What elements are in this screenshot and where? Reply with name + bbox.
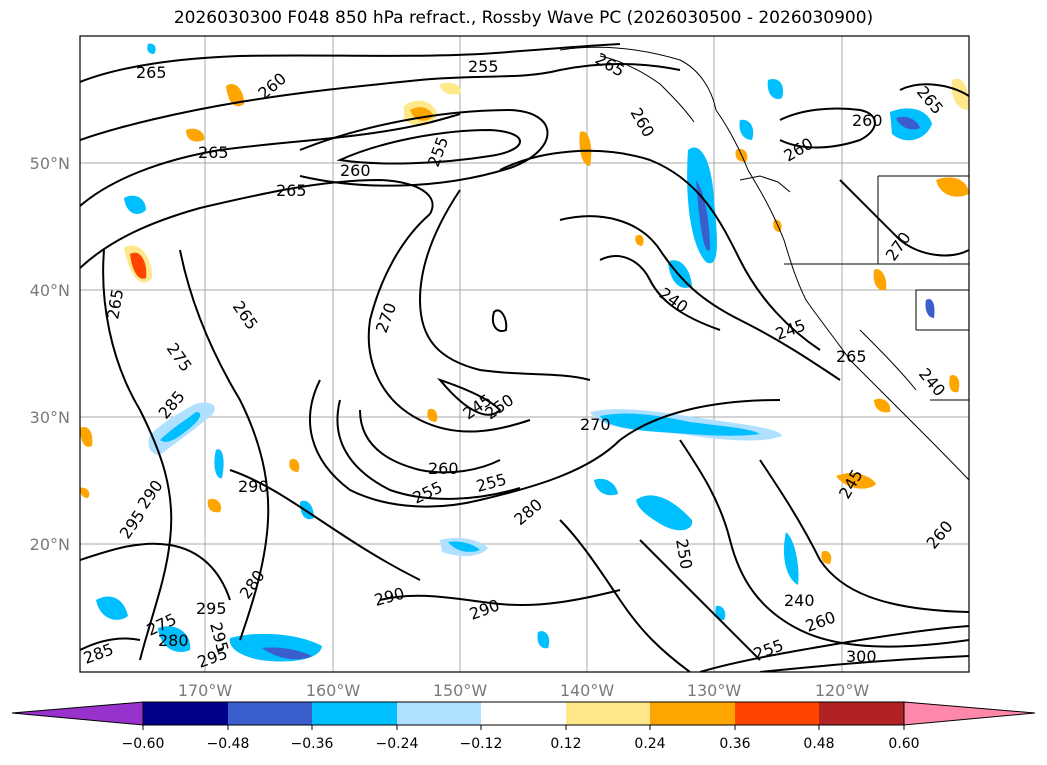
colorbar-bin — [566, 702, 650, 725]
colorbar-bin — [228, 702, 312, 725]
lon-label: 140°W — [560, 681, 615, 700]
coastlines — [559, 46, 969, 481]
lat-label: 30°N — [30, 408, 70, 427]
contour-label: 260 — [428, 459, 459, 478]
contour-label: 270 — [580, 415, 611, 434]
lat-label: 50°N — [30, 154, 70, 173]
colorbar-ticks — [142, 725, 905, 730]
lon-label: 130°W — [687, 681, 742, 700]
colorbar-tick-label: 0.36 — [719, 736, 750, 752]
lon-label: 170°W — [178, 681, 233, 700]
contour-label: 300 — [846, 647, 877, 666]
map-plot-area: 265 260 255 265 260 255 265 260 265 260 … — [79, 35, 970, 673]
colorbar-tick-label: −0.12 — [460, 736, 503, 752]
filled-contours — [80, 43, 969, 662]
contour-label: 265 — [198, 143, 229, 162]
longitude-labels: 170°W 160°W 150°W 140°W 130°W 120°W — [178, 681, 870, 700]
colorbar-bin — [650, 702, 735, 725]
contour-lines — [80, 43, 969, 672]
colorbar-bin — [312, 702, 397, 725]
colorbar-bin — [481, 702, 566, 725]
contour-label: 295 — [196, 599, 227, 618]
contour-label: 260 — [852, 111, 883, 130]
colorbar-tick-label: 0.48 — [803, 736, 834, 752]
contour-label: 255 — [468, 57, 499, 76]
colorbar-extend-max — [903, 701, 1036, 726]
colorbar-frame — [142, 701, 905, 726]
lon-label: 150°W — [433, 681, 488, 700]
colorbar-tick-label: −0.48 — [207, 736, 250, 752]
lon-label: 120°W — [815, 681, 870, 700]
colorbar: −0.60 −0.48 −0.36 −0.24 −0.12 0.12 0.24 … — [11, 701, 1036, 752]
map-title: 2026030300 F048 850 hPa refract., Rossby… — [173, 8, 874, 28]
colorbar-bin — [819, 702, 904, 725]
colorbar-tick-label: −0.24 — [376, 736, 419, 752]
colorbar-tick-label: 0.60 — [888, 736, 919, 752]
colorbar-tick-label: −0.60 — [122, 736, 165, 752]
colorbar-bin — [397, 702, 481, 725]
contour-label: 290 — [238, 477, 269, 496]
colorbar-tick-label: 0.12 — [550, 736, 581, 752]
contour-label: 260 — [340, 161, 371, 180]
colorbar-extend-min — [11, 701, 144, 726]
lat-label: 20°N — [30, 535, 70, 554]
contour-label: 265 — [836, 347, 867, 366]
contour-label: 265 — [276, 181, 307, 200]
lon-label: 160°W — [306, 681, 361, 700]
contour-label: 265 — [136, 63, 167, 82]
colorbar-tick-label: −0.36 — [291, 736, 334, 752]
plot-frame — [79, 35, 970, 673]
colorbar-tick-label: 0.24 — [634, 736, 665, 752]
latitude-labels: 50°N 40°N 30°N 20°N — [30, 154, 70, 554]
colorbar-bin — [143, 702, 228, 725]
contour-label: 280 — [158, 631, 189, 650]
contour-label: 240 — [784, 591, 815, 610]
colorbar-bin — [735, 702, 819, 725]
gridlines — [80, 36, 969, 672]
lat-label: 40°N — [30, 281, 70, 300]
